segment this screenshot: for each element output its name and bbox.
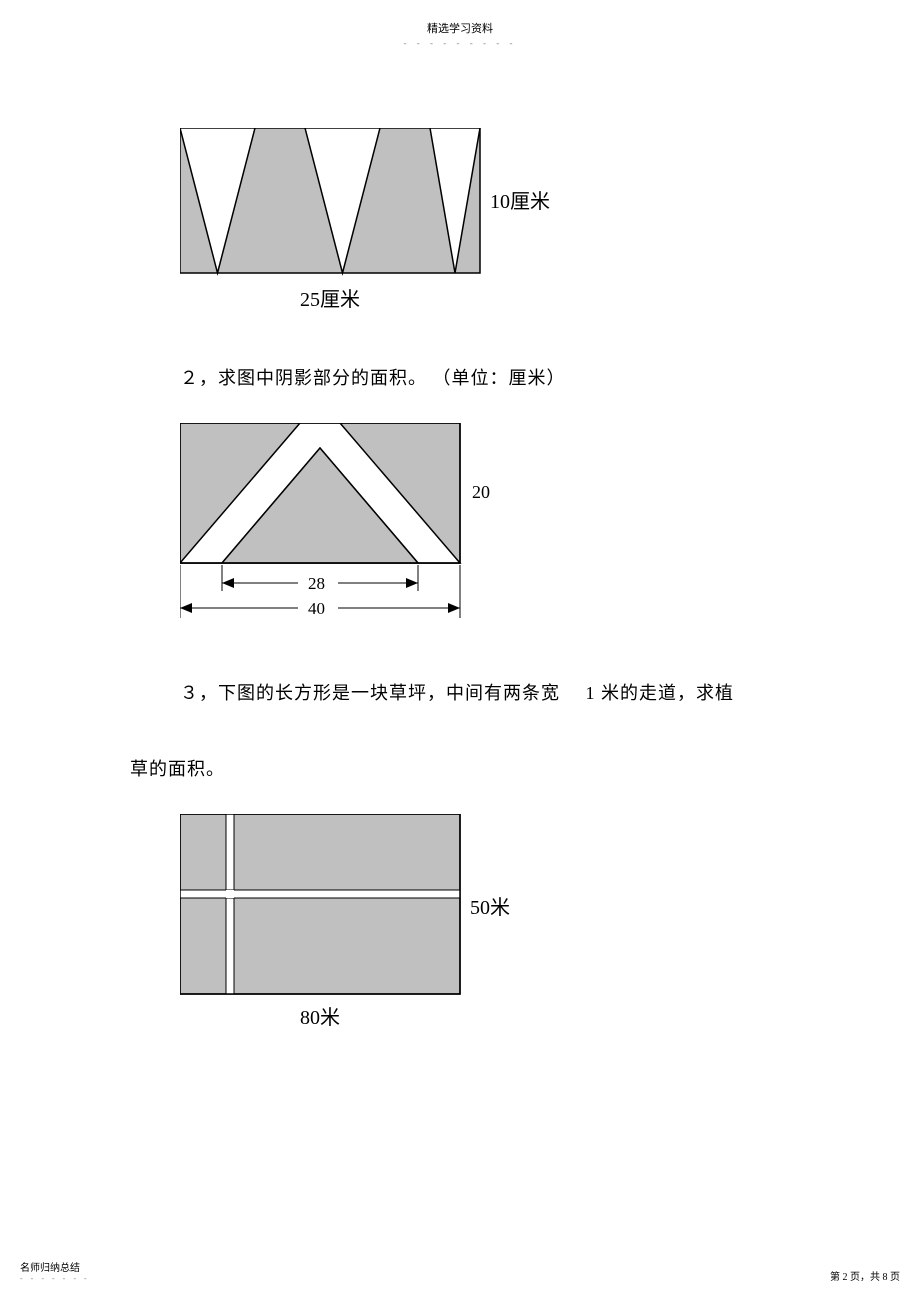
footer-left-text: 名师归纳总结 — [20, 1259, 90, 1274]
header-title: 精选学习资料 — [0, 0, 920, 36]
figure-1: 10厘米 25厘米 — [180, 128, 820, 328]
problem-2-text: ２，求图中阴影部分的面积。 （单位：厘米） — [130, 353, 820, 403]
fig3-height-label: 50米 — [470, 896, 510, 919]
figure-2-svg: 20 28 40 — [180, 423, 540, 643]
footer-left-dots: - - - - - - - — [20, 1274, 90, 1283]
problem-3-text: ３，下图的长方形是一块草坪，中间有两条宽 1 米的走道，求植 — [130, 668, 820, 718]
fig2-dim40-arrow-r — [448, 603, 460, 613]
fig1-height-label: 10厘米 — [490, 190, 550, 213]
figure-3: 50米 80米 — [180, 814, 820, 1044]
figure-1-svg: 10厘米 25厘米 — [180, 128, 600, 328]
fig3-hpath — [180, 890, 460, 898]
fig3-width-label: 80米 — [300, 1006, 340, 1029]
fig2-dim28-label: 28 — [308, 574, 325, 593]
footer-right: 第 2 页，共 8 页 — [830, 1268, 900, 1283]
problem-3-part2: 1 米的走道，求植 — [586, 683, 735, 703]
fig2-height-label: 20 — [472, 482, 490, 502]
fig3-vpath — [226, 814, 234, 994]
page-content: 10厘米 25厘米 ２，求图中阴影部分的面积。 （单位：厘米） 20 — [0, 128, 920, 1044]
header-dots: - - - - - - - - - — [0, 38, 920, 48]
fig2-dim28-arrow-r — [406, 578, 418, 588]
fig3-rect — [180, 814, 460, 994]
fig2-dim28-arrow-l — [222, 578, 234, 588]
figure-3-svg: 50米 80米 — [180, 814, 560, 1044]
problem-3-part1: ３，下图的长方形是一块草坪，中间有两条宽 — [130, 668, 560, 718]
fig1-width-label: 25厘米 — [300, 288, 360, 311]
fig2-dim40-label: 40 — [308, 599, 325, 618]
footer-left: 名师归纳总结 - - - - - - - — [20, 1259, 90, 1283]
figure-2: 20 28 40 — [180, 423, 820, 643]
problem-3-part3: 草的面积。 — [130, 744, 820, 794]
fig3-intersection — [226, 890, 234, 898]
fig2-dim40-arrow-l — [180, 603, 192, 613]
